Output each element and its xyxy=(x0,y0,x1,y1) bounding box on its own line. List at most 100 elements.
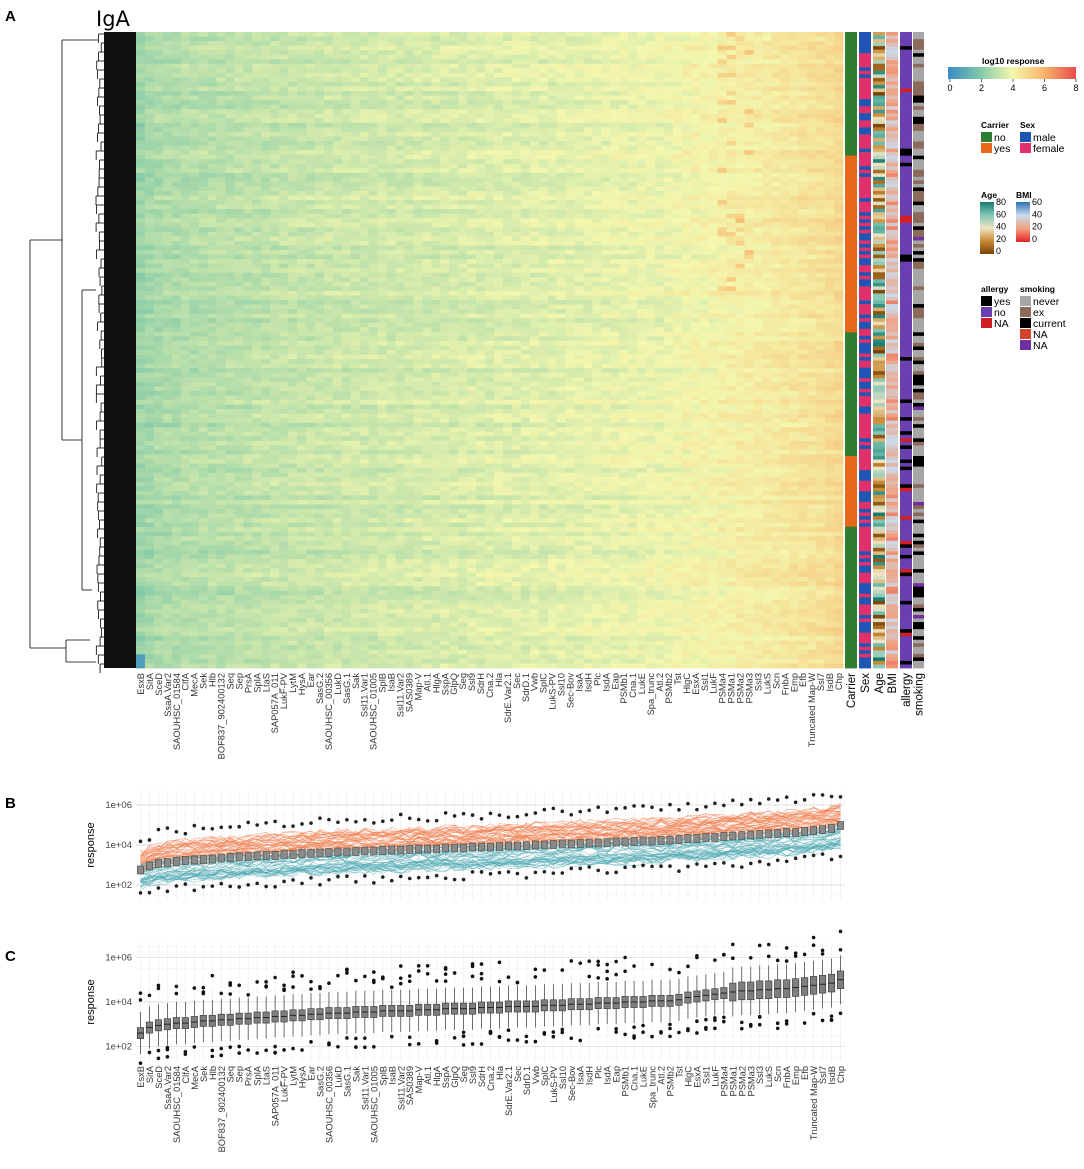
heatmap-cell xyxy=(359,72,370,78)
heatmap-cell xyxy=(297,545,307,551)
heatmap-cell xyxy=(422,427,432,433)
heatmap-cell xyxy=(153,313,164,319)
heatmap-cell xyxy=(297,477,307,483)
heatmap-cell xyxy=(314,309,325,315)
heatmap-cell xyxy=(341,440,352,446)
heatmap-cell xyxy=(332,518,343,524)
heatmap-cell xyxy=(198,91,208,96)
heatmap-cell xyxy=(279,227,289,233)
heatmap-cell xyxy=(252,395,262,401)
heatmap-cell xyxy=(422,222,432,228)
heatmap-cell xyxy=(225,236,235,242)
heatmap-cell xyxy=(323,191,334,196)
heatmap-cell xyxy=(386,468,396,474)
heatmap-cell xyxy=(136,263,146,269)
heatmap-cell xyxy=(162,222,173,228)
heatmap-cell xyxy=(207,209,217,215)
heatmap-cell xyxy=(431,322,441,328)
heatmap-cell xyxy=(189,372,200,378)
heatmap-cell xyxy=(332,577,343,583)
heatmap-cell xyxy=(153,104,164,110)
heatmap-cell xyxy=(189,572,200,578)
heatmap-cell xyxy=(234,63,244,69)
heatmap-cell xyxy=(306,595,316,601)
heatmap-cell xyxy=(413,663,423,669)
heatmap-cell xyxy=(216,477,226,483)
heatmap-cell xyxy=(359,390,370,396)
heatmap-cell xyxy=(386,563,396,569)
heatmap-cell xyxy=(207,141,217,146)
heatmap-cell xyxy=(162,631,173,637)
heatmap-cell xyxy=(368,595,379,601)
heatmap-cell xyxy=(180,359,191,365)
heatmap-cell xyxy=(377,568,387,573)
heatmap-cell xyxy=(431,363,441,369)
heatmap-cell xyxy=(252,404,262,410)
heatmap-cell xyxy=(225,200,235,206)
heatmap-cell xyxy=(171,549,182,555)
heatmap-cell xyxy=(368,422,379,428)
heatmap-cell xyxy=(422,477,432,483)
heatmap-cell xyxy=(243,45,253,51)
heatmap-cell xyxy=(306,163,316,169)
heatmap-cell xyxy=(261,577,271,583)
heatmap-cell xyxy=(207,395,217,401)
heatmap-cell xyxy=(216,168,226,174)
heatmap-cell xyxy=(422,436,432,442)
heatmap-cell xyxy=(144,91,155,96)
heatmap-cell xyxy=(368,418,379,424)
heatmap-cell xyxy=(270,159,280,165)
heatmap-cell xyxy=(404,68,414,74)
heatmap-cell xyxy=(252,195,262,201)
heatmap-cell xyxy=(136,636,146,642)
heatmap-cell xyxy=(350,141,361,146)
heatmap-cell xyxy=(225,127,235,133)
heatmap-cell xyxy=(395,227,405,233)
heatmap-cell xyxy=(422,518,432,524)
heatmap-cell xyxy=(395,431,405,437)
heatmap-cell xyxy=(189,658,200,664)
heatmap-cell xyxy=(404,590,414,596)
heatmap-cell xyxy=(243,431,253,437)
heatmap-cell xyxy=(431,177,441,183)
heatmap-cell xyxy=(386,658,396,664)
heatmap-cell xyxy=(234,141,244,146)
heatmap-cell xyxy=(136,404,146,410)
heatmap-cell xyxy=(261,481,271,487)
heatmap-cell xyxy=(297,418,307,424)
heatmap-cell xyxy=(171,77,182,83)
heatmap-cell xyxy=(198,168,208,174)
heatmap-cell xyxy=(216,50,226,56)
heatmap-cell xyxy=(162,522,173,528)
heatmap-cell xyxy=(413,240,423,246)
heatmap-cell xyxy=(350,154,361,160)
heatmap-cell xyxy=(368,45,379,51)
heatmap-cell xyxy=(350,286,361,292)
heatmap-cell xyxy=(252,540,262,546)
heatmap-cell xyxy=(144,177,155,183)
heatmap-cell xyxy=(136,663,146,669)
heatmap-cell xyxy=(243,68,253,74)
heatmap-cell xyxy=(341,191,352,196)
heatmap-cell xyxy=(243,281,253,287)
heatmap-cell xyxy=(404,309,414,315)
heatmap-cell xyxy=(225,86,235,92)
heatmap-cell xyxy=(279,536,289,542)
heatmap-cell xyxy=(323,454,334,460)
heatmap-cell xyxy=(359,309,370,315)
heatmap-cell xyxy=(189,468,200,474)
heatmap-cell xyxy=(413,436,423,442)
heatmap-cell xyxy=(234,295,244,301)
heatmap-cell xyxy=(234,581,244,587)
heatmap-cell xyxy=(440,231,450,237)
heatmap-cell xyxy=(404,622,414,628)
heatmap-cell xyxy=(162,150,173,156)
heatmap-cell xyxy=(288,390,298,396)
heatmap-cell xyxy=(207,454,217,460)
heatmap-cell xyxy=(162,472,173,478)
heatmap-cell xyxy=(234,413,244,419)
heatmap-cell xyxy=(252,436,262,442)
heatmap-cell xyxy=(207,359,217,365)
heatmap-cell xyxy=(332,290,343,296)
heatmap-cell xyxy=(323,63,334,69)
